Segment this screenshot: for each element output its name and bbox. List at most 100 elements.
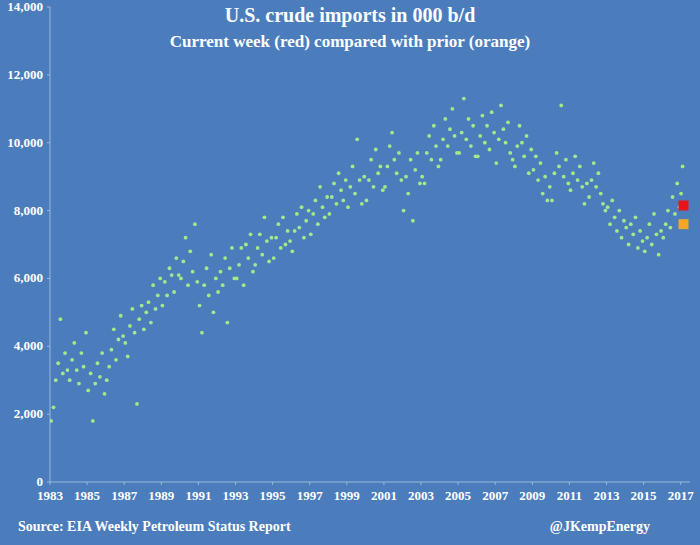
- point: [216, 290, 220, 294]
- point: [123, 341, 127, 345]
- point: [253, 263, 257, 267]
- point: [365, 198, 369, 202]
- point: [372, 185, 376, 189]
- x-tick-label: 2011: [557, 488, 582, 503]
- point: [650, 243, 654, 247]
- point: [186, 283, 190, 287]
- x-tick: [272, 482, 273, 485]
- point: [423, 182, 427, 186]
- point: [655, 232, 659, 236]
- point: [453, 134, 457, 138]
- point: [376, 171, 380, 175]
- point: [381, 188, 385, 192]
- x-tick: [458, 482, 459, 485]
- point: [258, 232, 262, 236]
- point: [304, 219, 308, 223]
- point: [585, 182, 589, 186]
- x-tick-label: 1997: [297, 488, 324, 503]
- point: [668, 226, 672, 230]
- point: [409, 158, 413, 162]
- point: [105, 378, 109, 382]
- background: [0, 0, 700, 545]
- point: [383, 185, 387, 189]
- point: [362, 175, 366, 179]
- point: [288, 239, 292, 243]
- point: [529, 148, 533, 152]
- series: [679, 219, 689, 229]
- point: [327, 212, 331, 216]
- point: [351, 165, 355, 169]
- point: [622, 219, 626, 223]
- x-tick: [198, 482, 199, 485]
- point: [388, 144, 392, 148]
- point: [198, 304, 202, 308]
- x-tick-label: 1993: [223, 488, 250, 503]
- point: [279, 246, 283, 250]
- point: [557, 165, 561, 169]
- x-axis: [50, 482, 690, 483]
- x-tick-label: 1999: [334, 488, 361, 503]
- point: [126, 355, 130, 359]
- point: [386, 165, 390, 169]
- y-tick-label: 10,000: [7, 135, 43, 150]
- point: [84, 331, 88, 335]
- point: [613, 215, 617, 219]
- point: [332, 182, 336, 186]
- point: [543, 175, 547, 179]
- point: [154, 307, 158, 311]
- point: [156, 293, 160, 297]
- point: [325, 195, 329, 199]
- point: [681, 165, 685, 169]
- point: [256, 246, 260, 250]
- point: [641, 239, 645, 243]
- point: [587, 195, 591, 199]
- point: [494, 161, 498, 165]
- x-tick-label: 2005: [445, 488, 472, 503]
- x-tick-label: 2009: [519, 488, 546, 503]
- point: [566, 182, 570, 186]
- point: [311, 212, 315, 216]
- x-tick-label: 1995: [260, 488, 287, 503]
- point: [77, 382, 81, 386]
- point: [56, 361, 60, 365]
- point: [430, 158, 434, 162]
- point: [443, 117, 447, 121]
- point: [339, 188, 343, 192]
- y-tick: [47, 346, 50, 347]
- point: [195, 280, 199, 284]
- point: [281, 215, 285, 219]
- point: [652, 212, 656, 216]
- point: [149, 321, 153, 325]
- point: [525, 134, 529, 138]
- point: [620, 236, 624, 240]
- point: [432, 124, 436, 128]
- point: [321, 205, 325, 209]
- point: [300, 205, 304, 209]
- point: [100, 351, 104, 355]
- point: [576, 178, 580, 182]
- point: [135, 402, 139, 406]
- point: [501, 127, 505, 131]
- x-tick: [569, 482, 570, 485]
- point: [193, 222, 197, 226]
- point: [460, 131, 464, 135]
- point: [228, 266, 232, 270]
- x-tick-label: 2007: [482, 488, 509, 503]
- point: [627, 243, 631, 247]
- point: [390, 131, 394, 135]
- x-tick-label: 1989: [148, 488, 175, 503]
- point: [378, 165, 382, 169]
- point: [464, 137, 468, 141]
- point: [592, 161, 596, 165]
- point: [569, 188, 573, 192]
- point: [110, 348, 114, 352]
- point: [316, 222, 320, 226]
- y-tick: [47, 210, 50, 211]
- x-tick-label: 2013: [594, 488, 621, 503]
- y-tick: [47, 7, 50, 8]
- y-tick-label: 6,000: [14, 270, 43, 285]
- point: [522, 154, 526, 158]
- point: [441, 137, 445, 141]
- point: [450, 107, 454, 111]
- point: [608, 222, 612, 226]
